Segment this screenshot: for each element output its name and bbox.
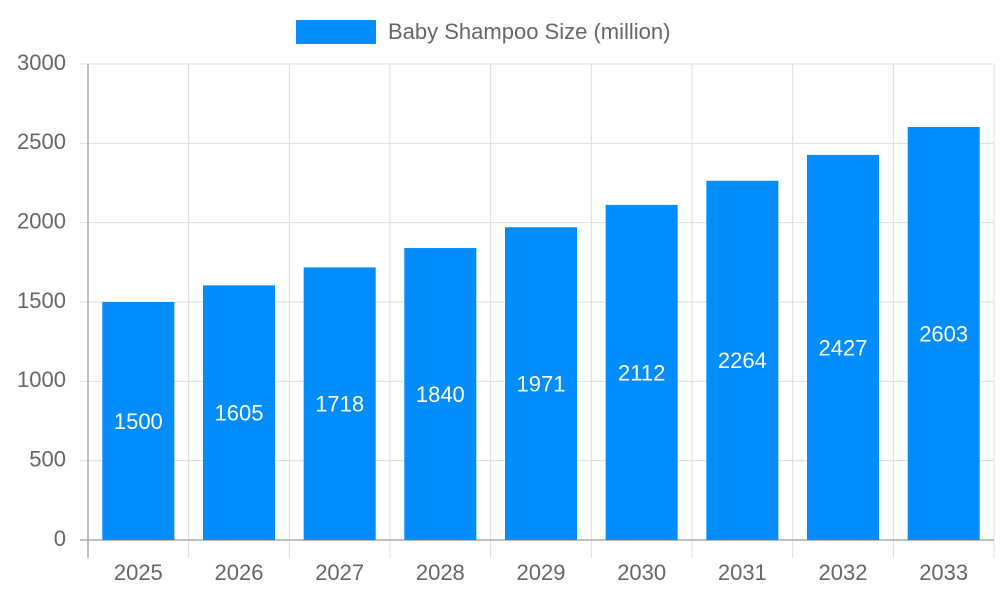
bar — [505, 227, 577, 540]
value-label: 1500 — [114, 409, 163, 434]
x-tick-label: 2030 — [617, 560, 666, 585]
x-tick-label: 2027 — [315, 560, 364, 585]
x-tick-label: 2025 — [114, 560, 163, 585]
value-label: 2603 — [919, 321, 968, 346]
value-label: 1840 — [416, 382, 465, 407]
y-tick-label: 500 — [29, 446, 66, 471]
value-label: 1971 — [517, 371, 566, 396]
value-label: 2264 — [718, 348, 767, 373]
x-tick-label: 2032 — [819, 560, 868, 585]
y-tick-label: 1500 — [17, 288, 66, 313]
y-tick-label: 1000 — [17, 367, 66, 392]
x-tick-label: 2029 — [517, 560, 566, 585]
x-tick-label: 2033 — [919, 560, 968, 585]
legend-label[interactable]: Baby Shampoo Size (million) — [388, 19, 670, 44]
value-label: 2427 — [819, 335, 868, 360]
y-tick-label: 3000 — [17, 50, 66, 75]
y-tick-label: 2000 — [17, 208, 66, 233]
bar — [706, 180, 779, 540]
bar — [102, 302, 175, 540]
bar — [907, 126, 980, 541]
value-label: 2112 — [618, 360, 665, 385]
value-label: 1605 — [215, 400, 264, 425]
x-tick-label: 2026 — [215, 560, 264, 585]
x-tick-label: 2028 — [416, 560, 465, 585]
value-label: 1718 — [315, 392, 364, 417]
legend-swatch[interactable] — [296, 20, 376, 44]
bar — [203, 285, 275, 540]
x-tick-label: 2031 — [718, 560, 767, 585]
bar — [605, 204, 678, 540]
bar — [404, 248, 477, 540]
y-tick-label: 0 — [54, 526, 66, 551]
bar — [807, 154, 879, 540]
bar — [303, 267, 376, 540]
y-tick-label: 2500 — [17, 129, 66, 154]
